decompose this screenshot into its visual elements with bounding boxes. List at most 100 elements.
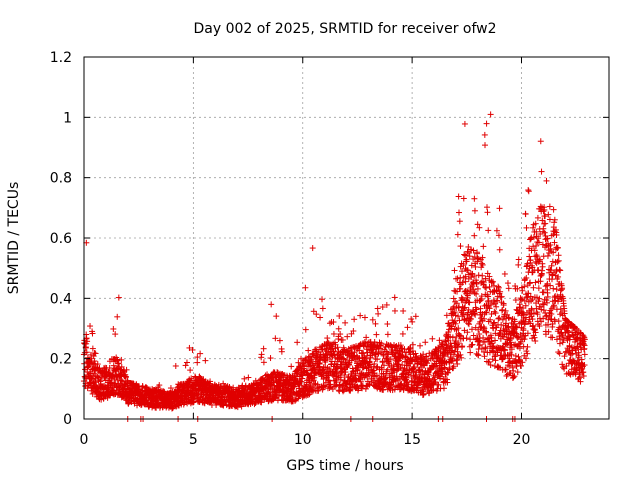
data-point — [515, 256, 522, 263]
data-point — [187, 367, 194, 374]
data-point — [83, 349, 90, 356]
data-point — [496, 205, 503, 212]
data-point — [495, 283, 502, 290]
x-tick-label: 0 — [80, 432, 89, 448]
data-point — [471, 232, 478, 239]
data-point — [335, 325, 342, 332]
data-point — [556, 340, 563, 347]
data-point — [339, 336, 346, 343]
data-point — [245, 374, 252, 381]
data-point — [89, 330, 96, 337]
data-point — [87, 323, 94, 330]
data-point — [460, 195, 467, 202]
data-point — [457, 243, 464, 250]
data-point — [479, 272, 486, 279]
data-point — [529, 224, 536, 231]
data-point — [189, 346, 196, 353]
data-point — [391, 307, 398, 314]
data-point — [497, 294, 504, 301]
data-point — [409, 318, 416, 325]
x-tick-labels: 0 5 10 15 20 — [80, 432, 531, 448]
data-points — [80, 111, 588, 422]
data-point — [374, 305, 381, 312]
data-point — [471, 289, 478, 296]
data-point — [182, 362, 189, 369]
x-tick-label: 15 — [403, 432, 421, 448]
data-point — [537, 138, 544, 145]
data-point — [319, 296, 326, 303]
data-point — [183, 359, 190, 366]
data-point — [487, 111, 494, 118]
data-point — [495, 315, 502, 322]
data-point — [492, 357, 499, 364]
data-point — [268, 301, 275, 308]
x-tick-label: 20 — [513, 432, 531, 448]
data-point — [172, 362, 179, 369]
data-point — [258, 351, 265, 358]
data-point — [555, 349, 562, 356]
data-point — [326, 320, 333, 327]
data-point — [273, 313, 280, 320]
data-point — [532, 279, 539, 286]
data-point — [481, 353, 488, 360]
data-point — [317, 314, 324, 321]
data-point — [539, 267, 546, 274]
data-point — [118, 356, 125, 363]
data-point — [483, 120, 490, 127]
data-point — [188, 375, 195, 382]
data-point — [87, 370, 94, 377]
data-point — [544, 293, 551, 300]
data-point — [472, 263, 479, 270]
data-point — [524, 343, 531, 350]
data-point — [384, 321, 391, 328]
data-point — [560, 364, 567, 371]
x-tick-label: 5 — [189, 432, 198, 448]
data-point — [302, 284, 309, 291]
data-point — [399, 330, 406, 337]
data-point — [550, 206, 557, 213]
data-point — [110, 325, 117, 332]
data-point — [260, 345, 267, 352]
data-point — [540, 225, 547, 232]
data-point — [542, 220, 549, 227]
data-point — [305, 347, 312, 354]
data-point — [477, 297, 484, 304]
data-point — [471, 195, 478, 202]
data-point — [535, 267, 542, 274]
data-point — [408, 316, 415, 323]
x-axis-label: GPS time / hours — [286, 458, 403, 474]
y-tick-label: 0 — [63, 412, 72, 428]
data-point — [319, 305, 326, 312]
data-point — [525, 187, 532, 194]
y-tick-label: 1 — [63, 110, 72, 126]
data-point — [450, 295, 457, 302]
y-tick-label: 0.8 — [50, 171, 72, 187]
data-point — [440, 385, 447, 392]
data-point — [363, 334, 370, 341]
data-point — [422, 339, 429, 346]
data-point — [417, 342, 424, 349]
data-point — [463, 335, 470, 342]
y-tick-label: 0.4 — [50, 291, 72, 307]
data-point — [532, 337, 539, 344]
data-point — [118, 363, 125, 370]
data-point — [451, 267, 458, 274]
data-point — [375, 310, 382, 317]
data-point — [512, 352, 519, 359]
data-point — [543, 177, 550, 184]
data-point — [503, 372, 510, 379]
data-point — [496, 246, 503, 253]
data-point — [504, 280, 511, 287]
data-point — [556, 266, 563, 273]
data-point — [194, 354, 201, 361]
data-point — [533, 242, 540, 249]
chart-title: Day 002 of 2025, SRMTID for receiver ofw… — [193, 21, 496, 37]
data-point — [373, 331, 380, 338]
data-point — [474, 255, 481, 262]
data-point — [309, 245, 316, 252]
data-point — [369, 316, 376, 323]
y-tick-labels: 0 0.2 0.4 0.6 0.8 1 1.2 — [50, 50, 72, 428]
data-point — [481, 131, 488, 138]
data-point — [484, 209, 491, 216]
